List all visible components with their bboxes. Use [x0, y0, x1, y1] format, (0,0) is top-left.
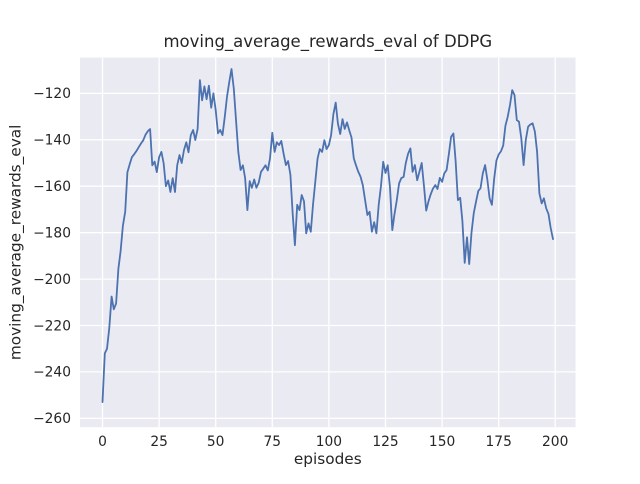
y-tick-label-−200: −200 — [33, 272, 71, 288]
y-axis-label: moving_average_rewards_eval — [7, 125, 26, 361]
y-tick-label-−120: −120 — [33, 86, 71, 102]
gridlines — [80, 57, 576, 428]
data-line-moving-average-rewards — [101, 68, 554, 403]
y-tick-label-−220: −220 — [33, 318, 71, 334]
chart-title: moving_average_rewards_eval of DDPG — [163, 32, 492, 52]
x-tick-label-50: 50 — [207, 434, 225, 450]
y-axis-tick-labels: −260 −240 −220 −200 −180 −160 −140 −120 — [33, 86, 71, 427]
x-tick-label-25: 25 — [150, 434, 168, 450]
x-tick-label-200: 200 — [542, 434, 568, 450]
y-tick-label-−180: −180 — [33, 225, 71, 241]
x-axis-tick-labels: 0 25 50 75 100 125 150 175 200 — [98, 434, 568, 450]
x-tick-label-125: 125 — [372, 434, 398, 450]
y-tick-label-−140: −140 — [33, 133, 71, 149]
x-tick-label-0: 0 — [98, 434, 107, 450]
y-tick-label-−260: −260 — [33, 411, 71, 427]
y-tick-label-−160: −160 — [33, 179, 71, 195]
x-tick-label-75: 75 — [264, 434, 282, 450]
x-tick-label-100: 100 — [316, 434, 342, 450]
x-tick-label-175: 175 — [486, 434, 512, 450]
x-axis-label: episodes — [294, 450, 362, 468]
x-tick-label-150: 150 — [429, 434, 455, 450]
plot-area — [80, 57, 576, 428]
y-tick-label-−240: −240 — [33, 365, 71, 381]
